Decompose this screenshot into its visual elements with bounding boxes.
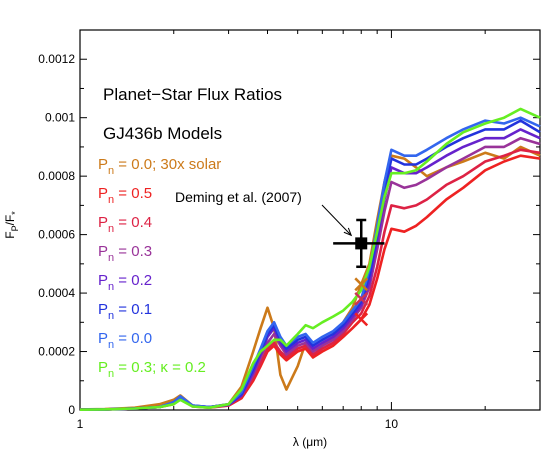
series-line-7 <box>79 107 541 411</box>
legend-entry-6: Pn = 0.0 <box>98 330 152 351</box>
observation-arrow <box>321 204 352 236</box>
band-marker-stroke <box>354 312 369 327</box>
y-tick-label: 0.0002 <box>38 345 75 359</box>
plot-frame <box>79 29 541 411</box>
axes <box>79 29 541 411</box>
series-lines <box>79 107 541 411</box>
y-tick-label: 0.0004 <box>38 286 75 300</box>
y-tick-label: 0.0012 <box>38 52 75 66</box>
band-marker-0 <box>354 277 369 292</box>
legend-entry-3: Pn = 0.3 <box>98 243 152 264</box>
x-axis-label: λ (μm) <box>293 435 327 449</box>
y-axis-label-text: FP/F* <box>3 211 20 239</box>
observation-arrowhead <box>343 227 353 237</box>
y-tick-label: 0 <box>68 403 75 417</box>
y-tick-label: 0.0008 <box>38 169 75 183</box>
y-tick-label: 0.001 <box>45 111 75 125</box>
observation-label: Deming et al. (2007) <box>175 189 302 205</box>
legend: Pn = 0.0; 30x solar Pn = 0.5 Pn = 0.4 Pn = … <box>98 156 221 380</box>
legend-entry-5: Pn = 0.1 <box>98 301 152 322</box>
observation <box>321 204 385 269</box>
legend-entry-4: Pn = 0.2 <box>98 272 152 293</box>
legend-entry-2: Pn = 0.4 <box>98 214 152 235</box>
legend-entry-1: Pn = 0.5 <box>98 185 152 206</box>
tick-labels: 1 10 0 0.0002 0.0004 0.0006 0.0008 0.001 0.0012 <box>38 52 398 431</box>
title-line-1: Planet−Star Flux Ratios <box>103 85 282 104</box>
title-line-2: GJ436b Models <box>103 124 222 143</box>
annotations: Planet−Star Flux Ratios GJ436b Models De… <box>103 85 302 205</box>
y-tick-label: 0.0006 <box>38 228 75 242</box>
x-tick-label: 10 <box>385 417 399 431</box>
x-tick-label: 1 <box>77 417 84 431</box>
band-marker-2 <box>354 312 369 327</box>
band-marker-1 <box>354 292 369 306</box>
legend-entry-7: Pn = 0.3; κ = 0.2 <box>98 359 206 380</box>
legend-entry-0: Pn = 0.0; 30x solar <box>98 156 221 177</box>
observation-point <box>355 237 368 250</box>
band-markers <box>354 277 369 327</box>
y-axis-label: FP/F* <box>3 211 20 239</box>
band-marker-stroke <box>354 292 369 306</box>
band-marker-stroke <box>354 277 369 292</box>
